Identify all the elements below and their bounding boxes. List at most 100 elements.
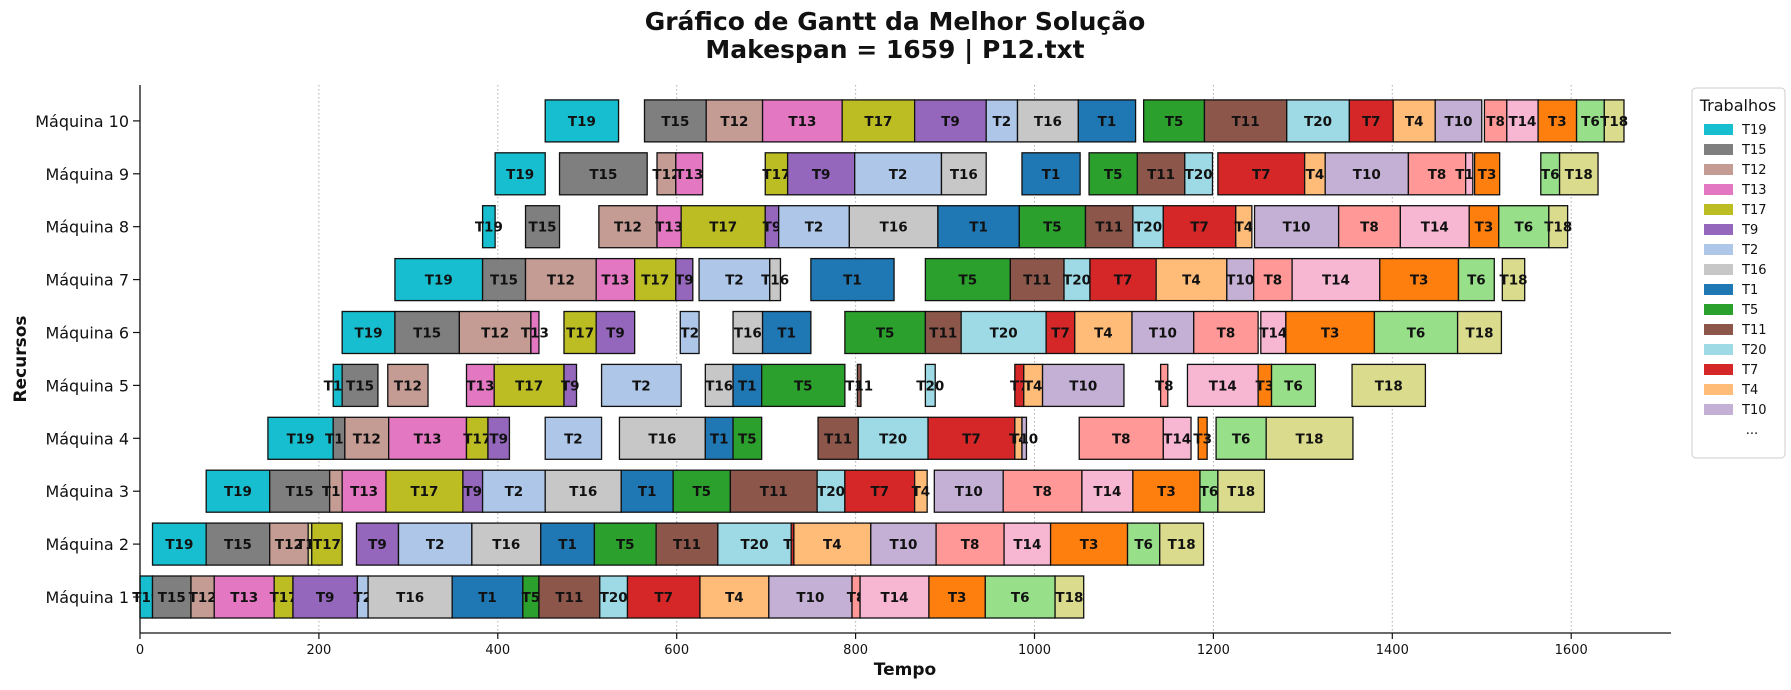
task-label-T4: T4 — [823, 537, 842, 553]
task-bar-T2 — [544, 416, 603, 460]
task-bar-T10 — [1131, 310, 1195, 355]
legend-swatch-T5 — [1704, 304, 1733, 315]
task-bar-T8 — [1193, 310, 1259, 355]
task-label-T8: T8 — [1033, 484, 1052, 500]
task-label-T15: T15 — [661, 114, 689, 130]
task-label-T19: T19 — [475, 220, 503, 236]
task-label-T12: T12 — [353, 431, 381, 447]
task-label-T13: T13 — [601, 273, 629, 289]
task-label-T15: T15 — [158, 590, 186, 606]
task-label-T16: T16 — [734, 326, 762, 342]
task-label-T14: T14 — [1508, 114, 1536, 130]
task-bar-T15 — [558, 152, 648, 196]
task-label-T19: T19 — [568, 114, 596, 130]
task-bar-T15 — [341, 363, 379, 408]
task-label-T5: T5 — [959, 273, 978, 289]
task-label-T7: T7 — [1252, 167, 1271, 183]
y-tick-label: Máquina 3 — [45, 482, 129, 501]
task-bar-T9 — [292, 575, 359, 619]
task-label-T20: T20 — [1134, 220, 1162, 236]
task-label-T7: T7 — [1114, 273, 1133, 289]
task-bar-T11 — [924, 310, 962, 355]
task-bar-T1 — [1021, 152, 1081, 196]
task-label-T6: T6 — [1134, 537, 1153, 553]
task-bar-T18 — [1351, 363, 1427, 408]
task-label-T1: T1 — [969, 220, 988, 236]
task-label-T18: T18 — [1600, 114, 1628, 130]
task-label-T1: T1 — [777, 326, 796, 342]
legend-label-T9: T9 — [1741, 223, 1758, 238]
task-bar-T4 — [1235, 205, 1253, 249]
task-label-T12: T12 — [189, 590, 217, 606]
task-bar-T10 — [1253, 205, 1340, 249]
task-bar-T19 — [544, 99, 620, 143]
task-bar-T6 — [1215, 416, 1267, 460]
task-label-T18: T18 — [1375, 378, 1403, 394]
task-bar-T17 — [385, 469, 464, 513]
task-label-T12: T12 — [720, 114, 748, 130]
task-label-T15: T15 — [346, 378, 374, 394]
legend-swatch-T11 — [1704, 324, 1733, 335]
task-label-T10: T10 — [1283, 220, 1311, 236]
task-label-T9: T9 — [561, 378, 580, 394]
legend-swatch-T20 — [1704, 344, 1733, 355]
task-label-T3: T3 — [1475, 220, 1494, 236]
task-bar-T14 — [1399, 205, 1470, 249]
task-label-T1: T1 — [478, 590, 497, 606]
task-bar-T14 — [1186, 363, 1259, 408]
task-bar-T14 — [1291, 257, 1381, 302]
task-label-T3: T3 — [1410, 273, 1429, 289]
task-bar-T12 — [705, 99, 764, 143]
task-label-T2: T2 — [889, 167, 908, 183]
task-label-T16: T16 — [396, 590, 424, 606]
task-label-T17: T17 — [641, 273, 669, 289]
task-bar-T18 — [1456, 310, 1503, 355]
legend-label-T1: T1 — [1741, 283, 1758, 298]
task-label-T11: T11 — [1147, 167, 1175, 183]
task-label-T2: T2 — [505, 484, 524, 500]
x-tick-label-600: 600 — [664, 643, 689, 658]
task-label-T10: T10 — [1149, 326, 1177, 342]
task-label-T10: T10 — [796, 590, 824, 606]
y-tick-label: Máquina 10 — [35, 112, 129, 131]
task-bar-T13 — [388, 416, 468, 460]
legend-swatch-T1 — [1704, 284, 1733, 295]
task-label-T20: T20 — [879, 431, 907, 447]
task-bar-T5 — [1018, 205, 1087, 249]
task-label-T15: T15 — [286, 484, 314, 500]
task-label-T3: T3 — [1478, 167, 1497, 183]
task-bar-T2 — [679, 310, 700, 355]
task-bar-T19 — [494, 152, 546, 196]
task-label-T17: T17 — [270, 590, 298, 606]
task-bar-T13 — [530, 310, 540, 355]
legend-swatch-T9 — [1704, 224, 1733, 235]
task-label-T5: T5 — [1165, 114, 1184, 130]
task-bar-T14 — [1506, 99, 1539, 143]
task-label-T16: T16 — [880, 220, 908, 236]
task-label-T14: T14 — [1013, 537, 1041, 553]
task-bar-T4 — [699, 575, 770, 619]
task-label-T3: T3 — [1256, 378, 1275, 394]
task-label-T4: T4 — [1024, 378, 1043, 394]
task-label-T4: T4 — [1405, 114, 1424, 130]
task-label-T17: T17 — [463, 431, 491, 447]
task-bar-T11 — [856, 363, 862, 408]
legend-swatch-T13 — [1704, 184, 1733, 195]
x-tick-label-800: 800 — [843, 643, 868, 658]
task-bar-T18 — [1548, 205, 1569, 249]
task-bar-T5 — [1088, 152, 1139, 196]
task-label-T11: T11 — [824, 431, 852, 447]
y-tick-label: Máquina 8 — [45, 218, 129, 237]
task-label-T18: T18 — [1296, 431, 1324, 447]
task-bar-T16 — [732, 310, 764, 355]
task-bar-T3 — [1473, 152, 1501, 196]
task-label-T8: T8 — [1428, 167, 1447, 183]
task-bar-T2 — [481, 469, 546, 513]
task-bar-T20 — [599, 575, 629, 619]
task-bar-T10 — [768, 575, 853, 619]
task-label-T20: T20 — [1063, 273, 1091, 289]
task-label-T12: T12 — [614, 220, 642, 236]
task-label-T11: T11 — [1023, 273, 1051, 289]
task-label-T4: T4 — [1182, 273, 1201, 289]
task-bar-T3 — [1285, 310, 1376, 355]
